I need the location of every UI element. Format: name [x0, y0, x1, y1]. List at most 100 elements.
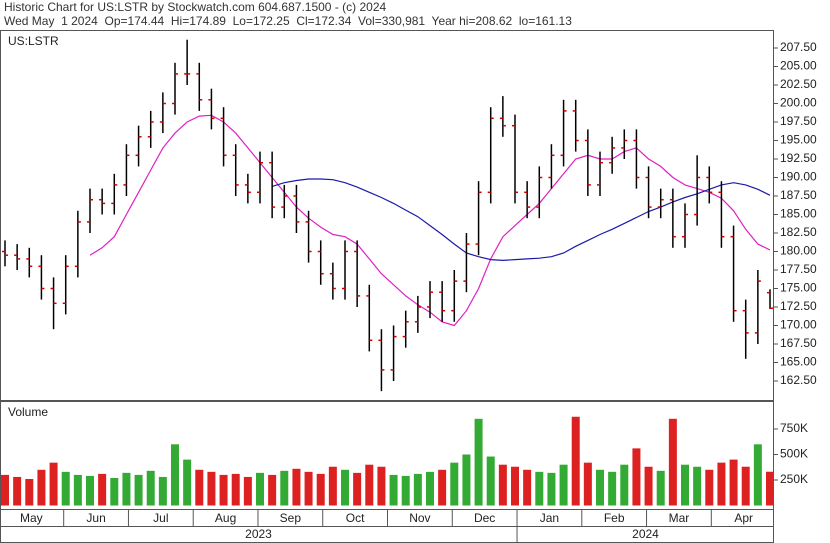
- volume-bar: [462, 454, 471, 506]
- volume-bar: [341, 469, 349, 506]
- volume-bar: [741, 466, 750, 506]
- volume-bar: [608, 471, 617, 506]
- volume-bar: [753, 444, 762, 506]
- volume-bar: [171, 444, 179, 506]
- volume-bar: [25, 478, 34, 506]
- y-tick-label: 180.00: [780, 244, 817, 258]
- x-tick-label: Aug: [215, 511, 236, 525]
- volume-bar: [292, 468, 301, 506]
- y-tick-label: 202.50: [780, 77, 817, 91]
- volume-bar: [280, 470, 289, 506]
- volume-bar: [86, 475, 94, 506]
- y-tick-label: 207.50: [780, 40, 817, 54]
- volume-bar: [547, 472, 556, 506]
- header-title: Historic Chart for US:LSTR by Stockwatch…: [4, 0, 386, 14]
- price-panel: [0, 30, 774, 401]
- volume-bar: [231, 473, 240, 506]
- y-tick-label: 185.00: [780, 207, 817, 221]
- volume-bar: [474, 418, 483, 506]
- volume-bar: [243, 476, 252, 506]
- x-tick-label: Jan: [540, 511, 559, 525]
- volume-bar: [426, 471, 434, 506]
- y-tick-label: 170.00: [780, 318, 817, 332]
- y-tick-label: 197.50: [780, 114, 817, 128]
- series-label: US:LSTR: [8, 34, 59, 48]
- volume-bar: [559, 464, 568, 506]
- volume-bar: [681, 464, 689, 506]
- y-tick-label: 192.50: [780, 151, 817, 165]
- volume-bar: [644, 466, 653, 506]
- volume-bar: [693, 466, 702, 506]
- volume-bar: [620, 464, 629, 506]
- x-tick-label: Oct: [346, 511, 365, 525]
- y-tick-label: 172.50: [780, 299, 817, 313]
- volume-bar: [134, 474, 143, 506]
- moving-average: [271, 178, 771, 262]
- volume-bar: [146, 470, 155, 506]
- volume-bar: [377, 466, 386, 506]
- volume-bar: [365, 464, 374, 506]
- volume-bar: [158, 476, 167, 506]
- volume-bar: [268, 474, 277, 506]
- volume-bar: [729, 459, 738, 506]
- volume-bar: [61, 471, 70, 506]
- volume-bar: [389, 474, 398, 506]
- volume-bar: [668, 418, 677, 506]
- x-tick-label: Mar: [669, 511, 690, 525]
- year-label: 2023: [245, 527, 272, 541]
- volume-bar: [316, 473, 325, 506]
- y-tick-label: 750K: [780, 421, 808, 435]
- x-tick-label: Nov: [409, 511, 430, 525]
- volume-bar: [535, 471, 544, 506]
- y-tick-label: 165.00: [780, 355, 817, 369]
- y-tick-label: 205.00: [780, 59, 817, 73]
- volume-bar: [73, 474, 82, 506]
- volume-bar: [656, 470, 665, 506]
- volume-bar: [583, 462, 592, 506]
- y-tick-label: 187.50: [780, 188, 817, 202]
- x-tick-label: Sep: [280, 511, 302, 525]
- volume-bar: [256, 472, 264, 506]
- volume-bar: [353, 472, 362, 506]
- volume-bar: [49, 462, 58, 506]
- y-tick-label: 177.50: [780, 262, 817, 276]
- volume-bar: [122, 472, 131, 506]
- year-label: 2024: [632, 527, 659, 541]
- volume-bar: [110, 477, 119, 506]
- y-tick-label: 167.50: [780, 336, 817, 350]
- x-tick-label: Jul: [153, 511, 168, 525]
- x-tick-label: Jun: [86, 511, 105, 525]
- volume-bar: [486, 456, 495, 506]
- y-tick-label: 182.50: [780, 225, 817, 239]
- volume-bar: [304, 471, 313, 506]
- volume-bar: [717, 462, 726, 506]
- volume-bar: [13, 476, 22, 506]
- y-tick-label: 500K: [780, 447, 808, 461]
- volume-label: Volume: [8, 405, 48, 419]
- y-tick-label: 162.50: [780, 373, 817, 387]
- y-tick-label: 195.00: [780, 133, 817, 147]
- volume-bar: [632, 448, 641, 506]
- x-tick-label: May: [20, 511, 43, 525]
- volume-bar: [596, 469, 604, 506]
- volume-bar: [571, 416, 580, 506]
- volume-bar: [219, 474, 228, 506]
- volume-bar: [195, 469, 204, 506]
- volume-bar: [1, 474, 9, 506]
- volume-bar: [37, 469, 46, 506]
- volume-bar: [98, 473, 107, 506]
- volume-bar: [413, 473, 422, 506]
- volume-bar: [438, 469, 447, 506]
- y-tick-label: 175.00: [780, 281, 817, 295]
- volume-bar: [766, 471, 774, 506]
- volume-bar: [511, 466, 519, 506]
- volume-bar: [328, 466, 337, 506]
- y-tick-label: 250K: [780, 472, 808, 486]
- volume-bar: [705, 469, 714, 506]
- x-tick-label: Dec: [474, 511, 495, 525]
- volume-bar: [450, 462, 459, 506]
- x-tick-label: Apr: [734, 511, 753, 525]
- volume-bar: [207, 471, 216, 506]
